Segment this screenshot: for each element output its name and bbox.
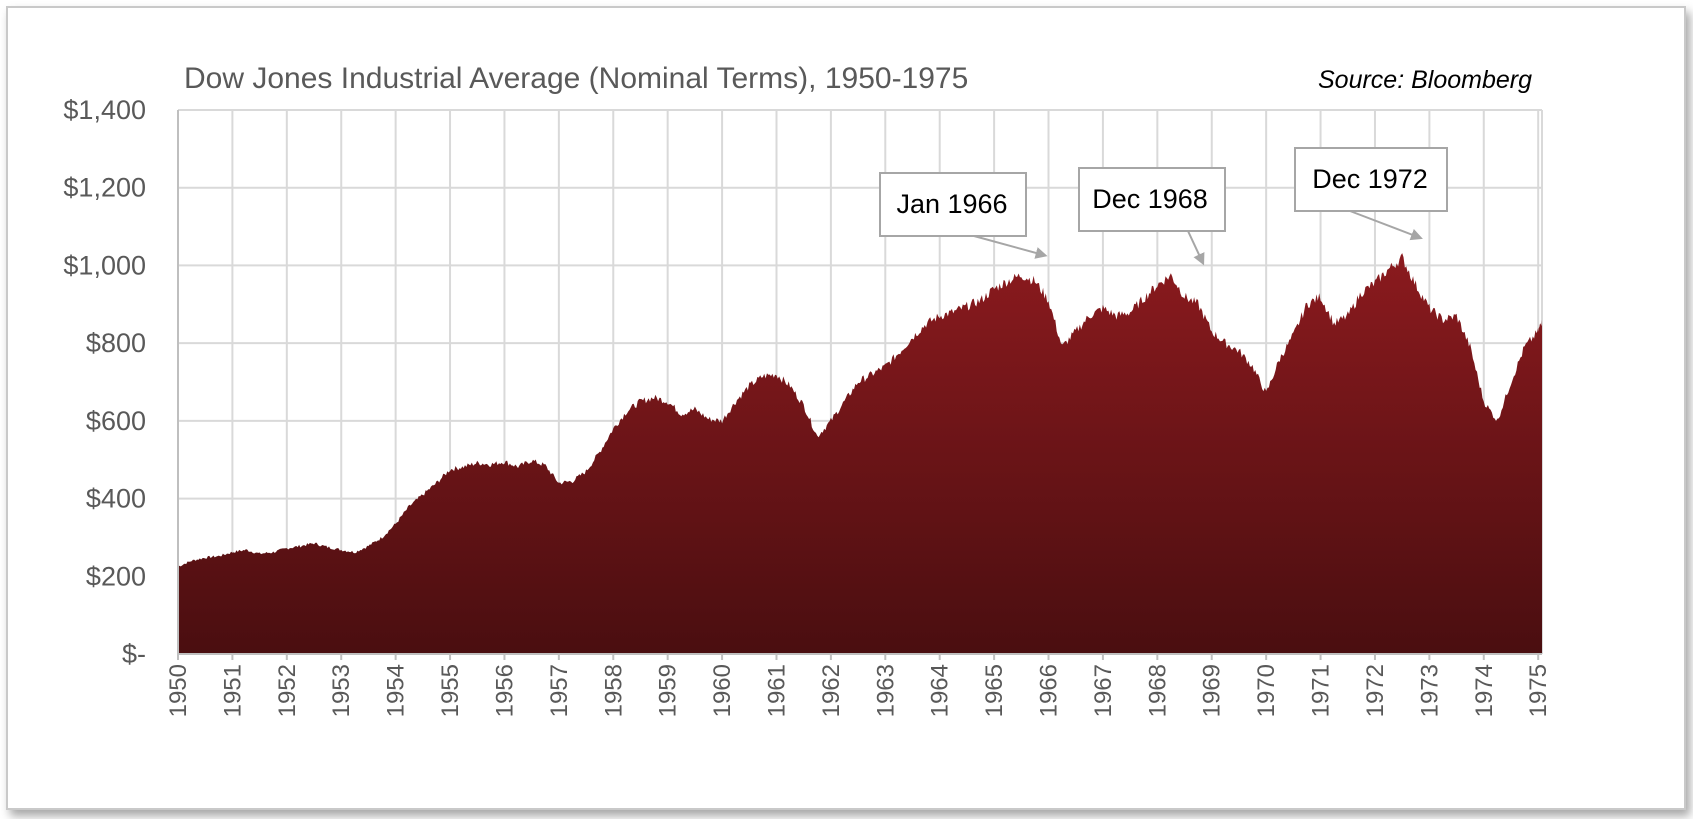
x-tick-label: 1974 <box>1471 664 1498 717</box>
series-area-dow-jones <box>178 253 1542 654</box>
x-tick-label: 1955 <box>437 664 464 717</box>
annotation-box <box>879 172 1027 237</box>
annotation-callout: Dec 1968 <box>1078 167 1226 266</box>
x-tick-label: 1958 <box>600 664 627 717</box>
annotation-callout: Dec 1972 <box>1294 147 1448 241</box>
x-tick-label: 1961 <box>763 664 790 717</box>
chart-title: Dow Jones Industrial Average (Nominal Te… <box>184 62 968 95</box>
x-tick-label: 1950 <box>165 664 192 717</box>
x-tick-label: 1960 <box>709 664 736 717</box>
x-tick-label: 1967 <box>1090 664 1117 717</box>
x-tick-label: 1952 <box>274 664 301 717</box>
x-tick-label: 1954 <box>383 664 410 717</box>
annotation-callout: Jan 1966 <box>879 172 1048 259</box>
x-tick-label: 1970 <box>1253 664 1280 717</box>
y-tick-label: $1,000 <box>63 250 146 280</box>
annotations: Jan 1966 Dec 1968 Dec 1972 <box>879 147 1448 266</box>
annotation-arrow <box>973 235 1048 259</box>
x-tick-label: 1957 <box>546 664 573 717</box>
x-axis-ticks: 1950 1951 1952 1953 1954 1955 1956 1957 1958 1959… <box>165 654 1552 717</box>
y-tick-label: $600 <box>86 406 146 436</box>
x-tick-label: 1972 <box>1362 664 1389 717</box>
area-layer <box>178 253 1542 654</box>
chart-source: Source: Bloomberg <box>1318 66 1532 94</box>
x-tick-label: 1951 <box>219 664 246 717</box>
y-tick-label: $400 <box>86 484 146 514</box>
annotation-box <box>1294 147 1448 212</box>
x-tick-label: 1959 <box>655 664 682 717</box>
axis-layer <box>177 110 1542 655</box>
x-tick-label: 1964 <box>927 664 954 717</box>
annotation-arrow <box>1187 230 1205 266</box>
x-tick-label: 1971 <box>1308 664 1335 717</box>
x-tick-label: 1963 <box>872 664 899 717</box>
chart-frame: Dow Jones Industrial Average (Nominal Te… <box>6 6 1686 810</box>
annotation-arrow <box>1349 210 1423 241</box>
x-tick-label: 1969 <box>1199 664 1226 717</box>
x-tick-label: 1962 <box>818 664 845 717</box>
annotation-box <box>1078 167 1226 232</box>
y-tick-label: $200 <box>86 561 146 591</box>
x-tick-label: 1973 <box>1416 664 1443 717</box>
y-tick-label: $800 <box>86 328 146 358</box>
annotation-label: Dec 1972 <box>1312 164 1428 194</box>
y-axis-ticks: $- $200 $400 $600 $800 $1,000 $1,200 $1,400 <box>63 95 146 669</box>
x-tick-label: 1968 <box>1144 664 1171 717</box>
x-tick-label: 1965 <box>981 664 1008 717</box>
y-tick-label: $1,200 <box>63 173 146 203</box>
x-tick-label: 1953 <box>328 664 355 717</box>
chart: Dow Jones Industrial Average (Nominal Te… <box>63 62 1552 717</box>
annotation-label: Dec 1968 <box>1092 184 1208 214</box>
y-tick-label: $1,400 <box>63 95 146 125</box>
y-tick-label: $- <box>122 639 146 669</box>
annotation-label: Jan 1966 <box>896 189 1007 219</box>
x-tick-label: 1975 <box>1525 664 1552 717</box>
x-tick-label: 1966 <box>1036 664 1063 717</box>
x-tick-label: 1956 <box>491 664 518 717</box>
